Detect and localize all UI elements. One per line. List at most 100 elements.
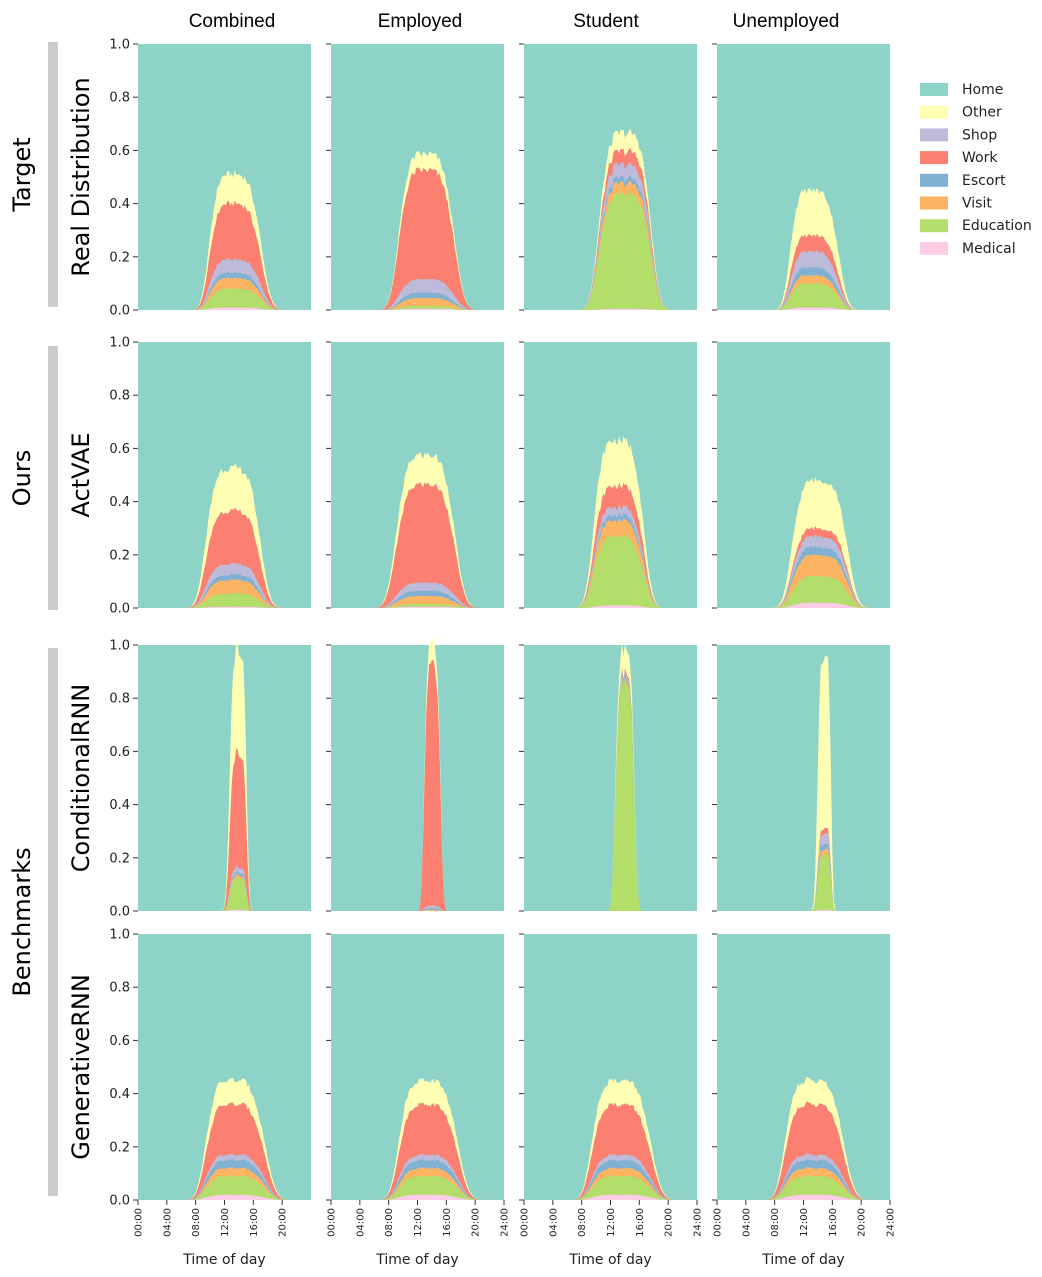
y-tick-label: 0.2 [109, 1140, 130, 1155]
group-bar-ours [48, 346, 58, 610]
legend-item-medical: Medical [920, 241, 1016, 257]
area-other [717, 187, 890, 310]
group-title-target: Target [8, 137, 36, 212]
area-medical [331, 308, 504, 310]
area-medical [331, 606, 504, 608]
y-tick-label: 0.0 [109, 1194, 130, 1209]
area-escort [331, 292, 504, 310]
x-axis-label: Time of day [375, 1252, 458, 1268]
x-tick-label: 04:00 [355, 1208, 366, 1237]
x-tick-label: 08:00 [384, 1208, 395, 1237]
y-axis: 0.0 0.2 0.4 0.6 0.8 1.0 [109, 639, 138, 920]
y-tick-label: 1.0 [109, 639, 130, 654]
x-axis-label: Time of day [182, 1252, 265, 1268]
legend-label: Shop [962, 127, 997, 143]
column-title-student: Student [573, 11, 639, 32]
legend-swatch [920, 196, 948, 210]
y-axis [712, 43, 717, 311]
panel-generativernn-student: 00:00 04:00 08:00 12:00 16:00 20:00 24:00 Time … [519, 933, 704, 1268]
area-work [138, 1102, 311, 1200]
area-other [524, 435, 697, 608]
y-axis [712, 341, 717, 609]
x-tick-label: 12:00 [799, 1208, 810, 1237]
area-medical [138, 307, 311, 310]
area-medical [524, 308, 697, 310]
area-work [138, 508, 311, 608]
y-axis [519, 43, 524, 311]
x-tick-label: 08:00 [191, 1208, 202, 1237]
y-tick-label: 0.2 [109, 548, 130, 563]
legend-swatch [920, 83, 948, 96]
area-shop [138, 257, 311, 310]
legend-swatch [920, 128, 948, 142]
legend: Home Other Shop Work Escort Visit Education Med… [920, 82, 1032, 257]
group-title-ours: Ours [8, 450, 36, 506]
panel-real-distribution-unemployed [712, 43, 890, 311]
x-tick-label: 20:00 [471, 1208, 482, 1237]
area-visit [331, 595, 504, 608]
group-bar-target [48, 42, 58, 307]
area-visit [717, 1167, 890, 1200]
area-education [331, 1175, 504, 1200]
row-title-actvae: ActVAE [67, 432, 95, 517]
area-other [138, 464, 311, 608]
area-visit [717, 553, 890, 608]
area-work [717, 233, 890, 310]
area-visit [331, 297, 504, 310]
x-tick-label: 16:00 [828, 1208, 839, 1237]
legend-label: Medical [962, 241, 1016, 257]
panel-conditionalrnn-combined: 0.0 0.2 0.4 0.6 0.8 1.0 [109, 639, 311, 920]
legend-item-visit: Visit [920, 196, 992, 212]
row-labels: Real Distribution ActVAE ConditionalRNN Gen… [67, 77, 95, 1159]
panel-actvae-student [519, 341, 697, 609]
legend-label: Escort [962, 173, 1006, 189]
row-title-real-distribution: Real Distribution [67, 77, 95, 276]
area-medical [717, 307, 890, 310]
area-medical [717, 1194, 890, 1200]
column-title-unemployed: Unemployed [733, 11, 840, 32]
legend-label: Visit [962, 196, 992, 212]
area-shop [717, 250, 890, 310]
legend-swatch [920, 105, 948, 119]
area-medical [524, 1194, 697, 1200]
y-tick-label: 0.4 [109, 798, 130, 813]
area-escort [717, 545, 890, 608]
area-visit [524, 517, 697, 608]
area-education [138, 1175, 311, 1200]
legend-label: Other [962, 105, 1002, 121]
column-titles: Combined Employed Student Unemployed [189, 11, 840, 32]
panel-real-distribution-student [519, 43, 697, 311]
x-tick-label: 00:00 [520, 1208, 531, 1237]
area-education [717, 282, 890, 310]
y-axis: 0.0 0.2 0.4 0.6 0.8 1.0 [109, 38, 138, 319]
area-escort [717, 266, 890, 310]
x-tick-label: 12:00 [606, 1208, 617, 1237]
area-education [717, 1175, 890, 1200]
legend-swatch [920, 241, 948, 255]
x-tick-label: 20:00 [278, 1208, 289, 1237]
area-other [717, 477, 890, 608]
x-tick-label: 12:00 [413, 1208, 424, 1237]
area-education [138, 288, 311, 310]
y-tick-label: 0.4 [109, 495, 130, 510]
x-axis-label: Time of day [761, 1252, 844, 1268]
area-visit [138, 277, 311, 310]
area-education [524, 1175, 697, 1200]
x-tick-label: 24:00 [693, 1208, 704, 1237]
y-tick-label: 0.8 [109, 692, 130, 707]
area-work [524, 1102, 697, 1200]
x-tick-label: 24:00 [500, 1208, 511, 1237]
y-tick-label: 0.4 [109, 197, 130, 212]
x-axis: 00:00 04:00 08:00 12:00 16:00 20:00 Time of da… [134, 1200, 289, 1268]
area-education [331, 305, 504, 310]
area-visit [331, 1167, 504, 1200]
x-tick-label: 08:00 [577, 1208, 588, 1237]
area-escort [138, 1159, 311, 1200]
area-home [524, 645, 697, 911]
legend-item-work: Work [920, 150, 998, 166]
legend-item-escort: Escort [920, 173, 1006, 189]
x-tick-label: 00:00 [134, 1208, 145, 1237]
area-escort [331, 590, 504, 608]
row-title-conditionalrnn: ConditionalRNN [67, 684, 95, 872]
